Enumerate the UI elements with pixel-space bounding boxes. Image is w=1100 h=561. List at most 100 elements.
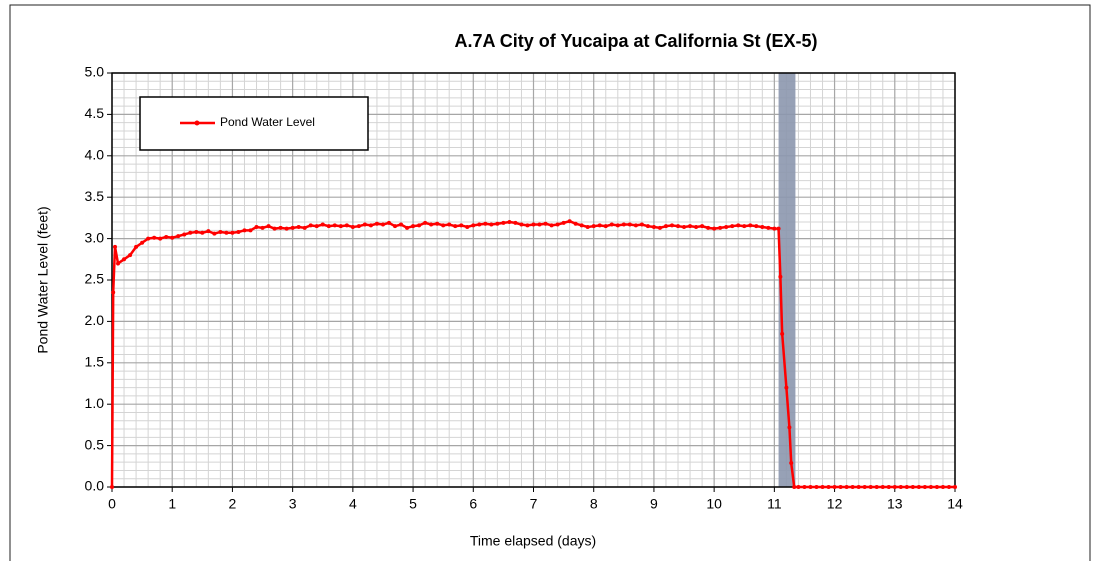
data-point [591, 224, 596, 229]
data-point [639, 222, 644, 227]
data-point [254, 225, 259, 230]
data-point [525, 223, 530, 228]
data-point [700, 224, 705, 229]
data-point [537, 222, 542, 227]
data-point [459, 223, 464, 228]
data-point [152, 235, 157, 240]
data-point [789, 460, 794, 465]
data-point [916, 485, 921, 489]
data-point [796, 485, 801, 489]
data-point [621, 222, 626, 227]
data-point [320, 222, 325, 227]
data-point [326, 224, 331, 229]
data-point [633, 223, 638, 228]
data-point [393, 224, 398, 229]
data-point [694, 225, 699, 230]
data-point [284, 226, 289, 231]
data-point [158, 236, 163, 241]
data-point [657, 225, 662, 230]
data-point [453, 224, 458, 229]
x-tick-label: 11 [767, 496, 782, 512]
data-point [953, 485, 957, 489]
data-point [489, 222, 494, 227]
data-point [669, 223, 674, 228]
data-point [826, 485, 831, 489]
data-point [880, 485, 885, 489]
y-tick-label: 0.0 [85, 478, 105, 494]
data-point [676, 224, 681, 229]
data-point [236, 229, 241, 234]
data-point [868, 485, 873, 489]
data-point [609, 222, 614, 227]
legend-marker [194, 120, 200, 126]
data-point [543, 221, 548, 226]
data-point [531, 222, 536, 227]
x-tick-label: 0 [108, 496, 116, 512]
data-point [111, 290, 116, 295]
x-tick-label: 5 [409, 496, 417, 512]
y-tick-label: 1.0 [85, 395, 105, 411]
legend-label: Pond Water Level [220, 115, 315, 129]
x-tick-label: 1 [168, 496, 176, 512]
shaded-region [778, 73, 796, 487]
data-point [134, 244, 139, 249]
data-point [128, 253, 133, 258]
data-point [651, 225, 656, 230]
data-point [724, 225, 729, 230]
data-point [754, 224, 759, 229]
data-point [405, 225, 410, 230]
x-tick-label: 9 [650, 496, 658, 512]
data-point [471, 223, 476, 228]
data-point [423, 220, 428, 225]
y-tick-label: 0.5 [85, 436, 105, 452]
data-point [441, 223, 446, 228]
data-point [688, 224, 693, 229]
x-tick-label: 8 [590, 496, 598, 512]
data-point [296, 225, 301, 230]
data-point [176, 234, 181, 239]
data-point [519, 222, 524, 227]
data-point [417, 223, 422, 228]
data-point [242, 228, 247, 233]
x-axis-label: Time elapsed (days) [470, 533, 596, 549]
data-point [501, 220, 506, 225]
legend-box [139, 96, 369, 151]
data-point [561, 220, 566, 225]
data-point [224, 230, 229, 235]
data-point [513, 220, 518, 225]
data-point [820, 485, 825, 489]
data-point [808, 485, 813, 489]
y-tick-label: 2.5 [85, 271, 105, 287]
data-point [778, 274, 783, 279]
y-tick-label: 3.5 [85, 188, 105, 204]
data-point [266, 224, 271, 229]
x-tick-label: 14 [947, 496, 963, 512]
data-point [212, 231, 217, 236]
data-point [892, 485, 897, 489]
x-tick-label: 10 [706, 496, 722, 512]
data-point [742, 224, 747, 229]
data-point [567, 219, 572, 224]
data-point [290, 225, 295, 230]
data-point [248, 228, 253, 233]
data-point [182, 232, 187, 237]
data-point [862, 485, 867, 489]
data-point [356, 224, 361, 229]
data-point [332, 223, 337, 228]
data-point [663, 224, 668, 229]
data-point [140, 240, 145, 245]
y-tick-label: 5.0 [85, 64, 105, 80]
data-point [435, 221, 440, 226]
data-point [585, 225, 590, 230]
data-point [910, 485, 915, 489]
data-point [730, 224, 735, 229]
data-point [603, 224, 608, 229]
data-point [802, 485, 807, 489]
data-point [838, 485, 843, 489]
data-point [760, 225, 765, 230]
data-point [113, 244, 118, 249]
x-tick-label: 13 [887, 496, 903, 512]
plot-border [111, 72, 956, 488]
x-tick-label: 3 [289, 496, 297, 512]
data-point [447, 222, 452, 227]
